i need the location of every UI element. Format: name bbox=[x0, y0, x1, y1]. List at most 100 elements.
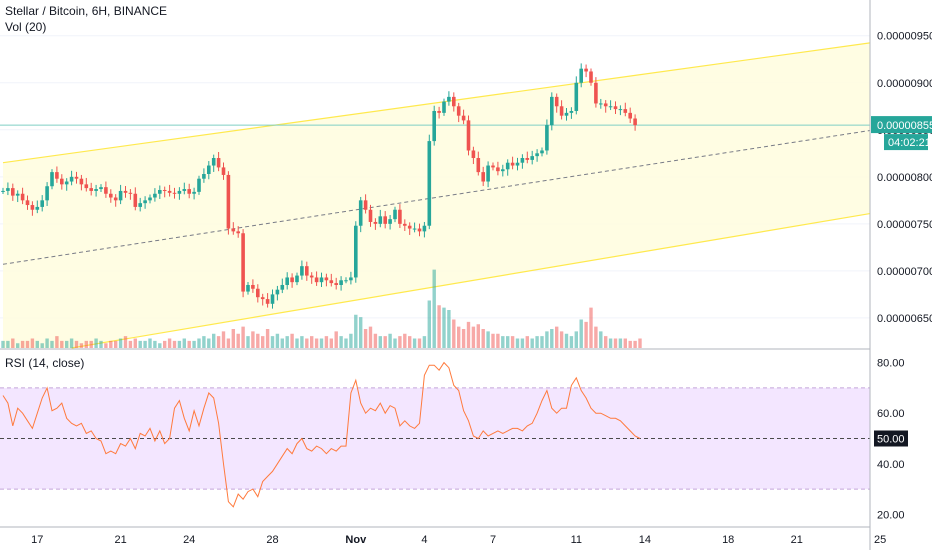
volume-bar bbox=[251, 331, 255, 348]
candle-body bbox=[447, 96, 451, 102]
rsi-current-label: 50.00 bbox=[877, 434, 905, 446]
volume-bar bbox=[638, 338, 642, 348]
candle-body bbox=[113, 197, 118, 201]
candle-body bbox=[550, 96, 554, 126]
volume-bar bbox=[496, 333, 500, 348]
volume-legend[interactable]: Vol (20) bbox=[5, 20, 47, 34]
volume-bar bbox=[138, 340, 142, 348]
candle-body bbox=[1, 190, 5, 192]
candle-body bbox=[501, 169, 505, 172]
volume-bar bbox=[510, 336, 515, 348]
price-tick-label: 0.00000900 bbox=[877, 78, 932, 90]
volume-bar bbox=[354, 314, 358, 348]
volume-bar bbox=[481, 329, 485, 348]
volume-bar bbox=[564, 333, 569, 348]
last-price-badge bbox=[871, 116, 932, 134]
volume-bar bbox=[393, 338, 397, 348]
volume-bar bbox=[319, 338, 324, 348]
volume-bar bbox=[314, 338, 319, 348]
candle-body bbox=[510, 162, 515, 166]
volume-bar bbox=[226, 338, 231, 348]
price-tick-label: 0.00000700 bbox=[877, 266, 932, 278]
rsi-current-badge bbox=[874, 430, 908, 447]
candle-body bbox=[388, 219, 392, 224]
volume-bar bbox=[55, 336, 59, 348]
volume-bar bbox=[45, 338, 49, 348]
volume-bar bbox=[349, 333, 353, 348]
candle-body bbox=[270, 294, 275, 304]
candle-body bbox=[251, 284, 255, 289]
volume-bar bbox=[471, 326, 476, 348]
candle-body bbox=[349, 277, 353, 281]
candle-body bbox=[15, 193, 20, 196]
candle-body bbox=[211, 158, 216, 166]
candle-body bbox=[515, 162, 520, 166]
volume-bar bbox=[535, 336, 539, 348]
candle-body bbox=[20, 193, 25, 201]
volume-bar bbox=[163, 340, 167, 348]
volume-bar bbox=[60, 340, 64, 348]
volume-bar bbox=[261, 336, 265, 348]
candle-body bbox=[236, 231, 240, 234]
volume-bar bbox=[378, 336, 382, 348]
channel-lower-line bbox=[71, 212, 871, 349]
candle-body bbox=[594, 82, 598, 104]
volume-bar bbox=[212, 333, 216, 348]
candle-body bbox=[74, 176, 79, 179]
volume-bar bbox=[412, 338, 417, 348]
candle-body bbox=[138, 203, 142, 207]
volume-bar bbox=[114, 340, 118, 348]
volume-bar bbox=[388, 333, 392, 348]
time-tick-label: 28 bbox=[266, 534, 278, 546]
candle-body bbox=[290, 277, 294, 283]
candle-body bbox=[202, 174, 206, 179]
candle-body bbox=[314, 277, 319, 283]
rsi-tick-label: 80.00 bbox=[877, 358, 905, 370]
volume-bar bbox=[256, 333, 260, 348]
price-tick-label: 0.00000800 bbox=[877, 172, 932, 184]
candle-body bbox=[324, 277, 329, 281]
time-tick-label: 7 bbox=[490, 534, 496, 546]
candle-body bbox=[456, 106, 461, 116]
volume-bar bbox=[520, 338, 525, 348]
candle-body bbox=[476, 158, 481, 173]
volume-bar bbox=[35, 340, 39, 348]
volume-bar bbox=[158, 343, 162, 348]
volume-bar bbox=[466, 321, 471, 348]
volume-bar bbox=[359, 317, 363, 348]
candle-body bbox=[613, 106, 618, 110]
price-pane bbox=[0, 35, 871, 349]
candle-body bbox=[221, 167, 226, 175]
volume-bar bbox=[20, 340, 25, 348]
candle-body bbox=[226, 174, 231, 229]
candle-body bbox=[187, 189, 191, 194]
time-tick-label: 21 bbox=[791, 534, 803, 546]
volume-bar bbox=[584, 321, 588, 348]
time-tick-label: Nov bbox=[345, 534, 367, 546]
candle-body bbox=[618, 109, 623, 111]
volume-pane bbox=[1, 269, 642, 348]
time-tick-label: 18 bbox=[722, 534, 734, 546]
candle-body bbox=[167, 190, 172, 193]
volume-bar bbox=[550, 329, 554, 348]
volume-bar bbox=[236, 333, 240, 348]
candle-body bbox=[94, 189, 98, 191]
symbol-title[interactable]: Stellar / Bitcoin, 6H, BINANCE bbox=[5, 4, 168, 18]
candle-body bbox=[491, 165, 495, 168]
channel-fill bbox=[3, 42, 870, 348]
time-tick-label: 17 bbox=[31, 534, 43, 546]
candle-body bbox=[319, 277, 324, 283]
volume-bar bbox=[192, 340, 196, 348]
candle-body bbox=[182, 189, 187, 191]
candle-body bbox=[55, 172, 59, 179]
candle-body bbox=[358, 200, 363, 226]
candle-body bbox=[79, 178, 84, 185]
candle-body bbox=[383, 216, 387, 224]
rsi-legend[interactable]: RSI (14, close) bbox=[5, 356, 85, 370]
volume-bar bbox=[99, 340, 103, 348]
rsi-line bbox=[2, 361, 641, 508]
volume-bar bbox=[432, 269, 436, 348]
rsi-axis: 20.00 40.00 60.00 80.00 50.00 bbox=[874, 358, 908, 521]
